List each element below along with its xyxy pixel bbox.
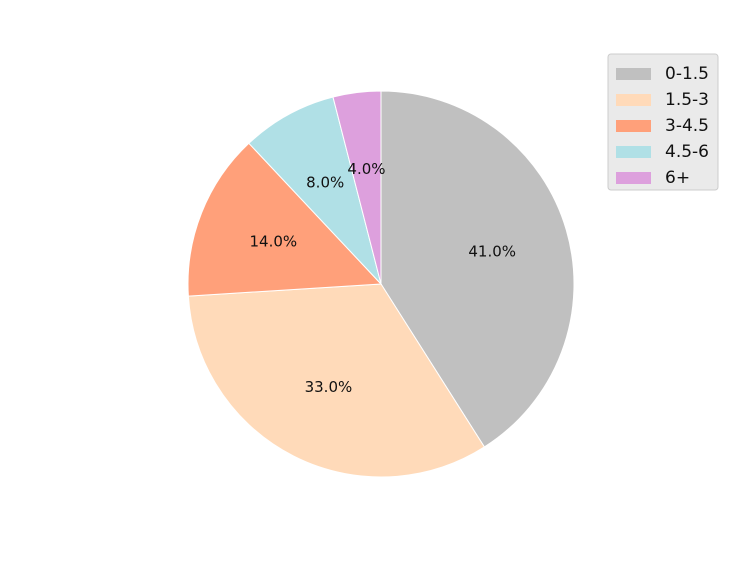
legend-swatch-6+: [616, 172, 651, 184]
legend-label-6+: 6+: [665, 168, 690, 188]
legend: 0-1.5 1.5-3 3-4.5 4.5-6 6+: [607, 53, 719, 191]
legend-swatch-3-4.5: [616, 120, 651, 132]
pie-slice-6+: [332, 90, 382, 285]
legend-label-1.5-3: 1.5-3: [665, 90, 709, 110]
pie-slice-labels: 41.0% 33.0% 14.0% 8.0%4.0%: [250, 160, 517, 396]
pie-slice-0-1.5: [380, 90, 575, 448]
legend-swatch-0-1.5: [616, 68, 651, 80]
pie-slices: [187, 90, 575, 478]
legend-label-0-1.5: 0-1.5: [665, 64, 709, 84]
pie-slice-label-1.5-3: 33.0%: [305, 378, 353, 396]
pie-slice-4.5-6: [248, 96, 382, 285]
pie-slice-label-6+: 4.0%: [347, 160, 385, 178]
pie-slice-1.5-3: [187, 283, 486, 478]
legend-swatch-1.5-3: [616, 94, 651, 106]
legend-swatch-4.5-6: [616, 146, 651, 158]
pie-slice-label-3-4.5: 14.0%: [250, 232, 298, 250]
legend-label-4.5-6: 4.5-6: [665, 142, 709, 162]
pie-slice-label-0-1.5: 41.0%: [468, 243, 516, 261]
legend-label-3-4.5: 3-4.5: [665, 116, 709, 136]
pie-slice-3-4.5: [187, 142, 383, 297]
pie-slice-label-4.5-6: 8.0%: [306, 174, 344, 192]
